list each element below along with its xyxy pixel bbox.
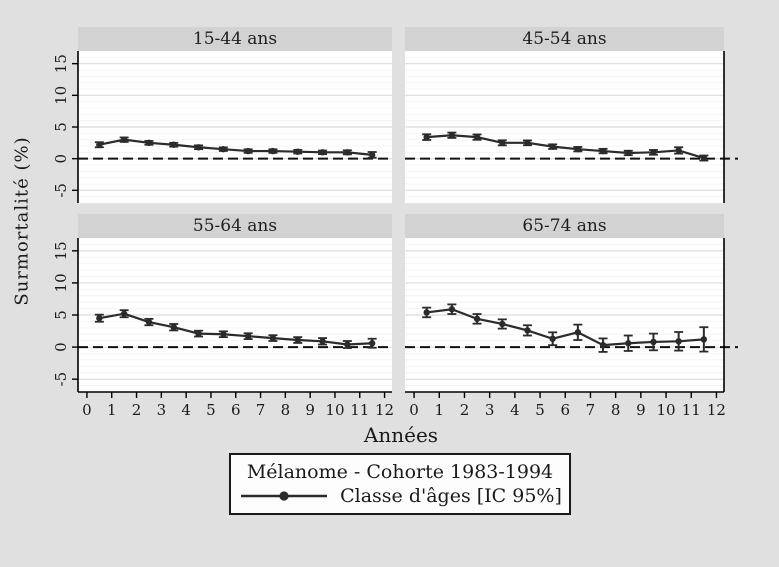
svg-text:5: 5 (535, 401, 545, 419)
svg-text:11: 11 (350, 401, 369, 419)
svg-text:9: 9 (305, 401, 315, 419)
svg-text:7: 7 (256, 401, 266, 419)
series-line (426, 134, 705, 160)
svg-text:9: 9 (636, 401, 646, 419)
series-line (99, 138, 373, 156)
svg-text:0: 0 (82, 401, 92, 419)
svg-text:11: 11 (682, 401, 701, 419)
svg-text:15: 15 (52, 54, 70, 73)
legend-entry-label: Classe d'âges [IC 95%] (340, 485, 562, 507)
svg-text:10: 10 (325, 401, 344, 419)
svg-text:3: 3 (485, 401, 495, 419)
svg-text:6: 6 (560, 401, 570, 419)
y-axis-title: Surmortalité (%) (11, 136, 33, 306)
panel-title-15-44-ans: 15-44 ans (78, 27, 392, 51)
svg-text:0: 0 (52, 342, 70, 352)
x-axis-title: Années (363, 423, 439, 447)
svg-text:7: 7 (586, 401, 596, 419)
svg-text:12: 12 (375, 401, 394, 419)
legend-box: Mélanome - Cohorte 1983-1994 Classe d'âg… (229, 453, 571, 515)
gridlines (78, 51, 392, 204)
svg-text:6: 6 (231, 401, 241, 419)
svg-text:15: 15 (52, 241, 70, 260)
y-axis: 15 10 5 0 -5 (52, 238, 79, 392)
svg-text:12: 12 (707, 401, 726, 419)
panel-title-55-64-ans: 55-64 ans (78, 214, 392, 238)
y-axis: 15 10 5 0 -5 (52, 51, 79, 203)
svg-text:3: 3 (157, 401, 167, 419)
svg-text:2: 2 (460, 401, 470, 419)
series-markers (96, 310, 376, 348)
svg-text:-5: -5 (52, 372, 70, 387)
svg-text:8: 8 (611, 401, 621, 419)
panel-plot-15-44-ans: 15 10 5 0 -5 (52, 51, 392, 204)
svg-text:1: 1 (434, 401, 444, 419)
svg-text:0: 0 (52, 154, 70, 164)
svg-text:2: 2 (132, 401, 142, 419)
series-line (99, 312, 373, 346)
x-axis: 0 1 2 3 4 5 6 7 8 9 10 11 12 (78, 391, 394, 419)
svg-text:5: 5 (206, 401, 216, 419)
legend-title: Mélanome - Cohorte 1983-1994 (246, 461, 554, 483)
panel-plot-65-74-ans: 0 1 2 3 4 5 6 7 8 9 10 11 12 (405, 238, 738, 419)
series-markers (96, 136, 376, 159)
panel-plot-45-54-ans (405, 51, 738, 204)
svg-text:4: 4 (510, 401, 520, 419)
series-markers (423, 306, 708, 349)
svg-text:10: 10 (52, 86, 70, 105)
svg-text:10: 10 (52, 273, 70, 292)
svg-text:4: 4 (181, 401, 191, 419)
series-line (426, 308, 704, 347)
svg-text:-5: -5 (52, 183, 70, 198)
series-markers (423, 132, 708, 162)
legend-line-marker-icon (241, 491, 328, 501)
svg-text:5: 5 (52, 122, 70, 132)
svg-text:10: 10 (656, 401, 675, 419)
gridlines (405, 51, 724, 204)
svg-text:1: 1 (107, 401, 117, 419)
panel-title-45-54-ans: 45-54 ans (405, 27, 724, 51)
svg-text:0: 0 (409, 401, 419, 419)
gridlines (405, 238, 724, 393)
legend-entry: Classe d'âges [IC 95%] (238, 485, 562, 507)
panel-title-65-74-ans: 65-74 ans (405, 214, 724, 238)
svg-text:5: 5 (52, 310, 70, 320)
x-axis: 0 1 2 3 4 5 6 7 8 9 10 11 12 (405, 391, 726, 419)
svg-text:8: 8 (281, 401, 291, 419)
